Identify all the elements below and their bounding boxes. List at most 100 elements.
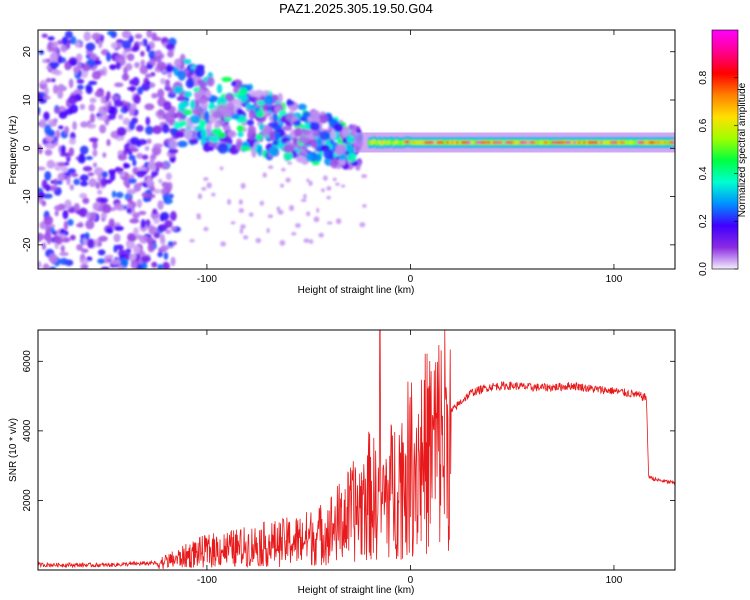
heatmap-cell — [361, 174, 368, 179]
heatmap-cell — [70, 172, 79, 178]
heatmap-cell — [298, 136, 309, 144]
tone-core — [395, 140, 399, 144]
heatmap-cell — [38, 191, 46, 199]
tone-core — [468, 140, 472, 144]
heatmap-cell — [341, 184, 346, 188]
heatmap-cell — [151, 92, 158, 99]
heatmap-cell — [157, 251, 164, 258]
heatmap-cell — [86, 211, 91, 220]
heatmap-cell — [285, 177, 291, 183]
heatmap-cell — [240, 224, 246, 229]
heatmap-cell — [277, 209, 284, 215]
heatmap-cell — [140, 50, 145, 57]
heatmap-cell — [109, 171, 116, 182]
heatmap-cell — [46, 226, 52, 231]
tone-core — [497, 140, 501, 144]
tone-core — [500, 140, 504, 144]
heatmap-cell — [168, 148, 179, 154]
x-tick-label: -100 — [197, 575, 217, 586]
heatmap-cell — [185, 78, 195, 89]
heatmap-cell — [153, 218, 160, 224]
heatmap-cell — [339, 160, 346, 166]
heatmap-cell — [67, 168, 77, 174]
tone-core — [495, 140, 499, 144]
heatmap-cell — [60, 228, 65, 235]
heatmap-cell — [45, 77, 52, 83]
tone-core — [448, 140, 453, 144]
heatmap-cell — [303, 238, 310, 243]
heatmap-cell — [238, 87, 248, 96]
heatmap-cell — [100, 95, 106, 104]
tone-core — [668, 140, 672, 144]
heatmap-cell — [175, 111, 185, 118]
heatmap-cell — [68, 59, 78, 66]
heatmap-cell — [113, 100, 124, 107]
heatmap-cell — [196, 215, 202, 220]
heatmap-cell — [173, 85, 184, 94]
heatmap-cell — [79, 145, 89, 155]
snr-y-axis-label: SNR (10 * v/v) — [8, 418, 19, 482]
tone-core — [653, 140, 658, 144]
tone-core — [568, 140, 572, 144]
heatmap-cell — [238, 208, 245, 213]
heatmap-cell — [151, 145, 162, 156]
tone-core — [671, 140, 675, 144]
heatmap-cell — [80, 263, 89, 269]
heatmap-cell — [236, 108, 243, 116]
heatmap-cell — [105, 254, 114, 259]
colorbar-tick-label: 0.0 — [698, 262, 709, 276]
tone-core — [519, 140, 523, 144]
heatmap-cell — [53, 178, 59, 186]
tone-core — [424, 140, 428, 144]
heatmap-cell — [152, 125, 163, 135]
heatmap-cell — [236, 125, 245, 133]
heatmap-cell — [248, 109, 256, 120]
heatmap-cell — [48, 253, 58, 264]
tone-core — [612, 140, 616, 144]
y-tick-label: 0 — [22, 145, 33, 151]
tone-core — [666, 140, 670, 144]
heatmap-cell — [292, 137, 299, 144]
heatmap-cell — [97, 258, 106, 264]
heatmap-cell — [89, 113, 96, 123]
tone-core — [475, 140, 479, 144]
tone-core — [592, 140, 597, 144]
heatmap-cell — [172, 241, 177, 246]
heatmap-cell — [55, 129, 61, 140]
heatmap-cell — [80, 121, 89, 128]
heatmap-cell — [56, 180, 63, 185]
heatmap-cell — [94, 90, 105, 98]
heatmap-cell — [43, 111, 50, 121]
tone-core — [483, 140, 487, 144]
heatmap-cell — [46, 58, 51, 63]
heatmap-cell — [53, 205, 64, 212]
heatmap-cell — [316, 137, 323, 148]
heatmap-cell — [322, 175, 328, 181]
heatmap-cell — [43, 86, 49, 96]
heatmap-cell — [68, 137, 76, 145]
heatmap-cell — [199, 80, 207, 90]
heatmap-cell — [240, 145, 251, 152]
heatmap-cell — [247, 125, 257, 135]
tone-core — [570, 140, 575, 144]
heatmap-cell — [57, 172, 66, 182]
heatmap-cell — [113, 225, 124, 231]
heatmap-cell — [267, 121, 279, 128]
tone-core — [644, 140, 648, 144]
heatmap-cell — [237, 131, 244, 138]
heatmap-cell — [306, 178, 310, 183]
heatmap-cell — [64, 30, 73, 39]
tone-core — [526, 140, 531, 144]
heatmap-cell — [98, 235, 108, 242]
heatmap-cell — [57, 162, 68, 167]
heatmap-cell — [66, 175, 71, 186]
heatmap-cell — [146, 138, 152, 144]
heatmap-cell — [282, 125, 293, 131]
colorbar-tick-label: 0.2 — [698, 214, 709, 228]
heatmap-cell — [165, 80, 171, 89]
heatmap-cell — [274, 105, 280, 113]
tone-core — [504, 140, 509, 144]
heatmap-cell — [111, 190, 117, 198]
heatmap-cell — [129, 218, 140, 224]
